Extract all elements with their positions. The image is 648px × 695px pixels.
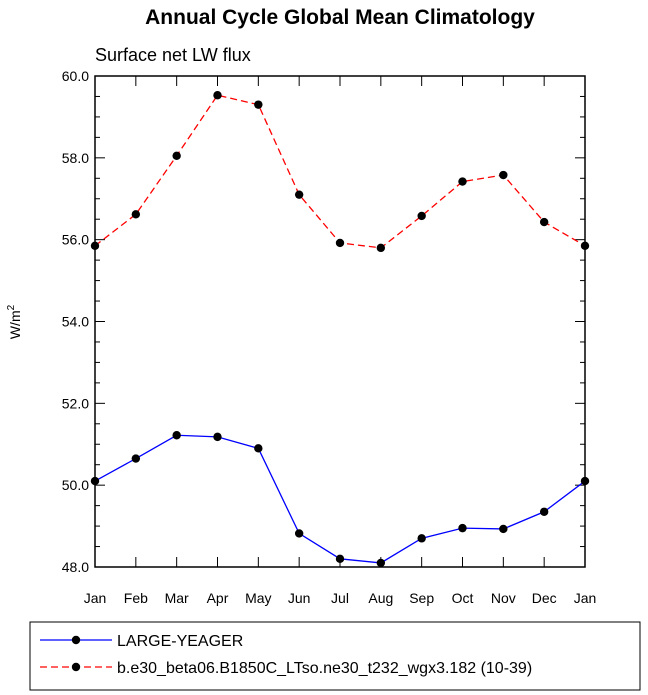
y-axis-label-text: W/m [7, 310, 23, 339]
series-1-point [417, 534, 426, 543]
series-2-point [417, 211, 426, 221]
series-2-point [539, 217, 549, 227]
chart-title: Annual Cycle Global Mean Climatology [145, 6, 535, 29]
x-tick-label: Jan [84, 590, 107, 606]
legend-box [29, 621, 641, 691]
plot-frame [94, 75, 586, 568]
legend-label-series-1: LARGE-YEAGER [117, 633, 243, 650]
series-2-point [499, 170, 508, 180]
y-axis-label-superscript: 2 [6, 304, 17, 310]
x-tick-label: Sep [409, 590, 434, 606]
series-2-point [254, 100, 263, 109]
series-1-point [131, 454, 141, 463]
y-tick-label: 60.0 [62, 68, 89, 84]
y-tick-label: 58.0 [62, 150, 89, 166]
legend: LARGE-YEAGER b.e30_beta06.B1850C_LTso.ne… [29, 621, 641, 691]
x-tick-labels: Jan Feb Mar Apr May Jun Jul Aug Sep Oct Nov Dec Jan [84, 590, 597, 606]
y-tick-label: 48.0 [62, 559, 89, 575]
x-tick-label: Apr [207, 590, 229, 606]
chart-subtitle: Surface net LW flux [95, 45, 251, 65]
legend-label-series-2: b.e30_beta06.B1850C_LTso.ne30_t232_wgx3.… [117, 660, 532, 677]
x-tick-label: Jan [574, 590, 597, 606]
series-1-point [499, 524, 508, 534]
series-1-point [172, 431, 181, 440]
x-tick-label: Jul [331, 590, 349, 606]
series-2-point [131, 210, 141, 219]
axis-ticks [94, 75, 586, 568]
series-1-point [294, 529, 304, 538]
y-axis-label: W/m2 [6, 304, 23, 339]
x-tick-label: Dec [532, 590, 557, 606]
y-tick-label: 54.0 [62, 314, 89, 330]
y-tick-label: 50.0 [62, 477, 89, 493]
series-2-point [294, 190, 304, 199]
x-tick-label: Jun [288, 590, 311, 606]
series-1-point [213, 432, 222, 442]
series-1-point [254, 444, 263, 453]
y-tick-label: 52.0 [62, 395, 89, 411]
plot-series [90, 91, 590, 568]
y-tick-labels: 48.0 50.0 52.0 54.0 56.0 58.0 60.0 [62, 68, 89, 575]
series-line-1 [94, 434, 586, 564]
x-tick-label: Aug [368, 590, 393, 606]
y-tick-label: 56.0 [62, 232, 89, 248]
series-2-point [376, 243, 386, 253]
x-tick-label: May [245, 590, 271, 606]
x-tick-label: Feb [124, 590, 148, 606]
x-tick-label: Nov [491, 590, 516, 606]
series-2-point [458, 177, 467, 186]
series-line-2 [94, 94, 586, 249]
series-1-point [458, 523, 467, 533]
series-2-point [172, 151, 181, 160]
series-2-point [213, 91, 222, 100]
legend-marker-series-1 [71, 635, 81, 645]
legend-marker-series-2 [71, 662, 81, 672]
series-2-point [335, 238, 345, 248]
x-tick-label: Mar [165, 590, 189, 606]
x-tick-label: Oct [452, 590, 474, 606]
series-1-point [376, 558, 386, 568]
series-1-point [539, 507, 549, 516]
series-1-point [335, 554, 345, 564]
